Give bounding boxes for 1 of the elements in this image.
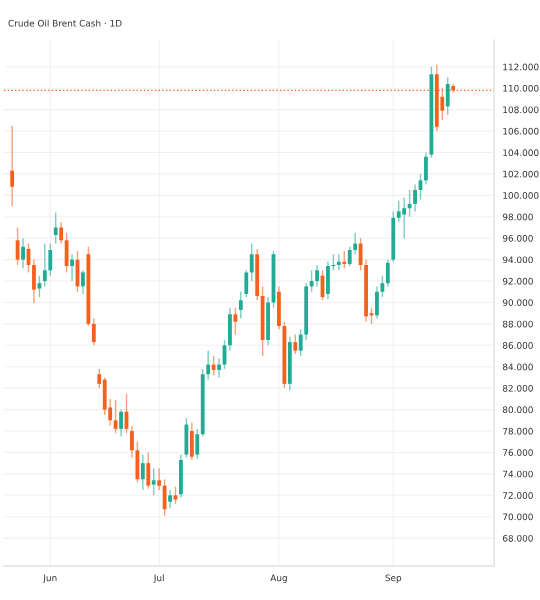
- candlestick: [336, 253, 341, 272]
